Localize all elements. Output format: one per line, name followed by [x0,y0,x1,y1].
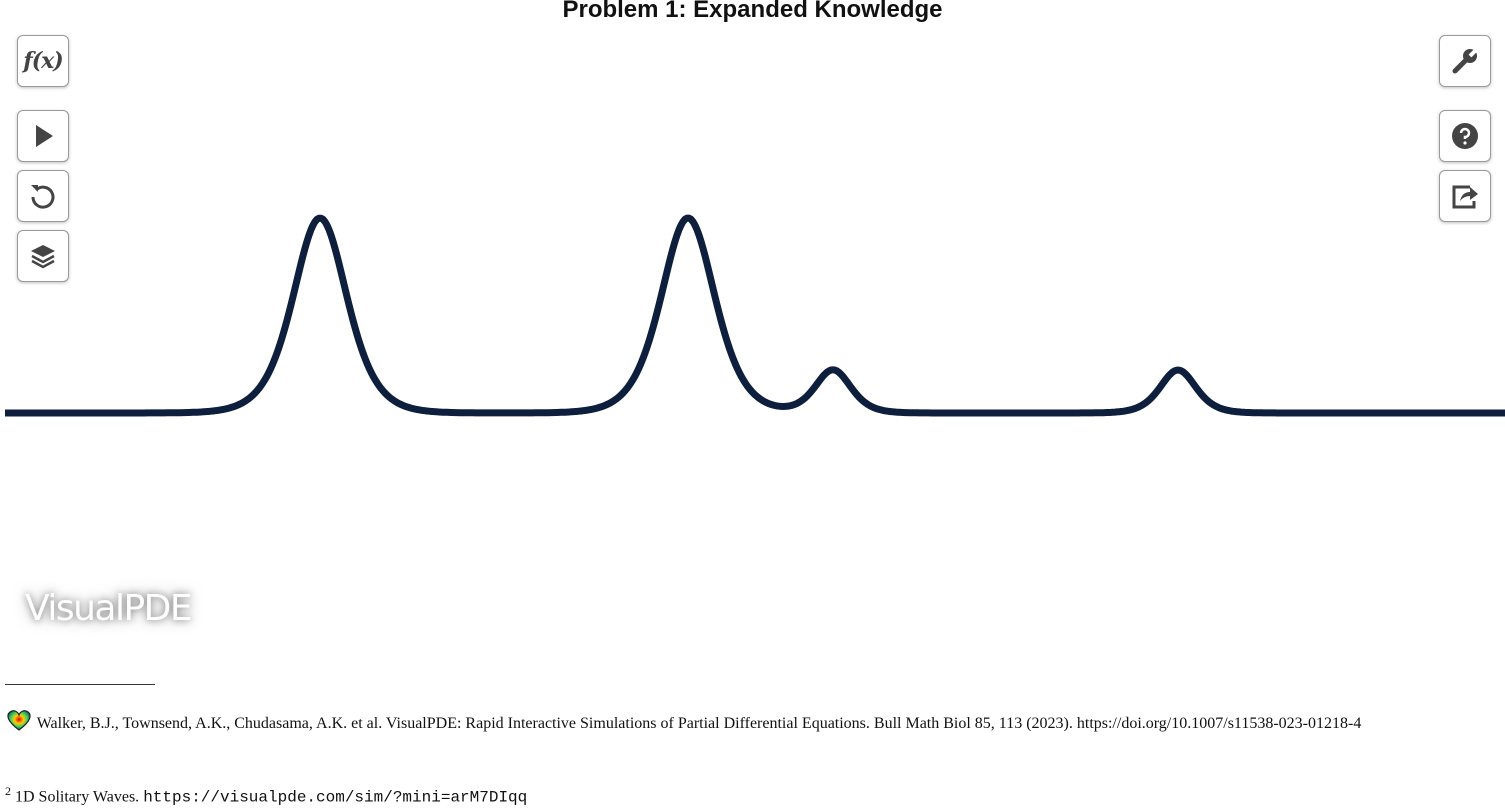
footnote: Walker, B.J., Townsend, A.K., Chudasama,… [5,708,1485,735]
sim-link[interactable]: https://visualpde.com/sim/?mini=arM7DIqq [143,788,528,807]
settings-button[interactable] [1439,35,1491,87]
equations-icon: f(x) [23,48,63,74]
footnote: 2 1D Solitary Waves. https://visualpde.c… [5,780,1485,808]
share-icon [1452,185,1478,209]
footnote-marker: 2 [5,784,11,798]
citation: Walker, B.J., Townsend, A.K., Chudasama,… [36,715,1362,732]
play-icon [36,125,53,147]
layers-icon [31,245,55,269]
reset-button[interactable] [17,170,69,222]
watermark: VisualPDE [25,588,193,629]
share-button[interactable] [1439,170,1491,222]
equations-button[interactable]: f(x) [17,35,69,87]
help-button[interactable] [1439,110,1491,162]
visualpde-logo [7,710,31,731]
footnote-rule [5,684,155,685]
solution-curve [3,214,1505,417]
footnote-text: 1D Solitary Waves. [15,788,140,806]
reset-icon [31,185,55,209]
help-icon [1452,123,1478,149]
title: Problem 1: Expanded Knowledge [562,0,943,23]
views-button[interactable] [17,230,69,282]
play-button[interactable] [17,110,69,162]
wrench-icon [1452,47,1479,74]
